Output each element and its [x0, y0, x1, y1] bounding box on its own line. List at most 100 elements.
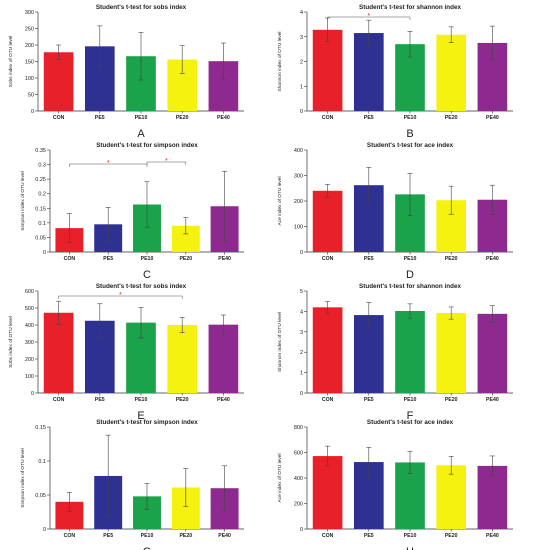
y-tick-label: 0.15 [35, 206, 46, 212]
y-tick-label: 400 [294, 476, 303, 482]
x-tick-label: PE5 [103, 533, 113, 539]
panel-letter: G [143, 546, 152, 550]
y-tick-label: 200 [294, 199, 303, 205]
panel-letter: F [407, 410, 414, 422]
y-axis-label: Sobs index of OTU level [8, 316, 14, 368]
chart-title: Student's t-test for shannon index [359, 4, 461, 11]
y-tick-label: 400 [25, 323, 34, 329]
chart-title: Student's t-test for ace index [367, 419, 454, 426]
x-tick-label: PE40 [486, 533, 499, 539]
y-tick-label: 0 [43, 250, 46, 256]
y-tick-label: 0.05 [35, 235, 46, 241]
x-tick-label: PE20 [176, 397, 189, 403]
x-tick-label: PE20 [179, 533, 192, 539]
panel-letter: C [143, 269, 151, 281]
significance-star: * [119, 292, 122, 299]
y-tick-label: 600 [294, 451, 303, 457]
chart-title: Student's t-test for simpson index [96, 142, 198, 149]
x-tick-label: CON [53, 397, 65, 403]
panel-g: Student's t-test for simpson index Simpso… [20, 419, 244, 550]
bar-pe20 [436, 34, 467, 111]
panel-letter: D [406, 269, 414, 281]
bar-pe40 [477, 313, 508, 393]
x-tick-label: CON [322, 115, 334, 121]
y-tick-label: 0.1 [38, 221, 46, 227]
panel-letter: E [137, 410, 144, 422]
x-tick-label: PE40 [486, 397, 499, 403]
y-tick-label: 0.1 [38, 459, 46, 465]
panel-c: Student's t-test for simpson index Simpso… [20, 142, 244, 281]
y-tick-label: 300 [25, 340, 34, 346]
bar-pe20 [167, 325, 198, 393]
y-tick-label: 0 [31, 109, 34, 115]
y-tick-label: 4 [300, 10, 303, 16]
y-tick-label: 0.25 [35, 177, 46, 183]
y-tick-label: 0.15 [35, 425, 46, 431]
panel-letter: B [406, 128, 413, 140]
panel-a: Student's t-test for sobs index Sobs inde… [8, 4, 244, 140]
x-tick-label: PE10 [135, 115, 148, 121]
bar-con [312, 307, 343, 393]
y-axis-label: Shannon index of OTU level [277, 32, 283, 92]
y-tick-label: 0 [300, 250, 303, 256]
y-tick-label: 150 [25, 60, 34, 66]
x-tick-label: PE5 [95, 397, 105, 403]
panel-f: Student's t-test for shannon index Shanno… [277, 283, 513, 422]
bar-pe10 [395, 310, 425, 393]
y-tick-label: 0.2 [38, 192, 46, 198]
y-tick-label: 50 [28, 93, 34, 99]
x-tick-label: PE5 [364, 115, 374, 121]
panel-h: Student's t-test for ace index Ace index … [277, 419, 513, 550]
x-tick-label: PE10 [404, 256, 417, 262]
y-tick-label: 0 [31, 391, 34, 397]
y-axis-label: Ace index of OTU level [277, 453, 283, 502]
x-tick-label: CON [322, 397, 334, 403]
x-tick-label: PE10 [141, 533, 154, 539]
y-tick-label: 200 [25, 357, 34, 363]
x-tick-label: PE20 [445, 115, 458, 121]
y-tick-label: 300 [25, 10, 34, 16]
bar-con [312, 29, 343, 111]
x-tick-label: PE5 [364, 533, 374, 539]
y-tick-label: 1 [300, 84, 303, 90]
panel-d: Student's t-test for ace index Ace index … [277, 142, 513, 281]
chart-title: Student's t-test for sobs index [96, 4, 187, 11]
bar-con [43, 52, 74, 111]
x-tick-label: PE5 [103, 256, 113, 262]
x-tick-label: CON [64, 533, 76, 539]
bar-pe5 [353, 315, 384, 393]
x-tick-label: PE5 [95, 115, 105, 121]
significance-star: * [367, 13, 370, 20]
y-tick-label: 0.05 [35, 493, 46, 499]
x-tick-label: PE10 [141, 256, 154, 262]
chart-title: Student's t-test for sobs index [96, 283, 187, 290]
y-axis-label: Sobs index of OTU level [8, 36, 14, 88]
x-tick-label: PE20 [179, 256, 192, 262]
y-tick-label: 2 [300, 350, 303, 356]
y-tick-label: 300 [294, 174, 303, 180]
chart-title: Student's t-test for shannon index [359, 283, 461, 290]
y-tick-label: 4 [300, 309, 303, 315]
y-tick-label: 600 [25, 289, 34, 295]
panel-letter: H [406, 546, 414, 550]
x-tick-label: CON [322, 533, 334, 539]
bar-pe40 [208, 324, 239, 393]
x-tick-label: PE40 [217, 115, 230, 121]
x-tick-label: PE5 [364, 256, 374, 262]
x-tick-label: PE10 [404, 115, 417, 121]
chart-title: Student's t-test for ace index [367, 142, 454, 149]
bar-pe20 [436, 313, 467, 393]
y-tick-label: 0.35 [35, 148, 46, 154]
y-tick-label: 0 [300, 391, 303, 397]
y-tick-label: 800 [294, 425, 303, 431]
y-tick-label: 5 [300, 289, 303, 295]
y-tick-label: 3 [300, 330, 303, 336]
y-tick-label: 3 [300, 35, 303, 41]
y-tick-label: 0 [300, 109, 303, 115]
bar-con [312, 190, 343, 252]
panel-e: Student's t-test for sobs index Sobs inde… [8, 283, 244, 422]
x-tick-label: PE10 [404, 397, 417, 403]
y-tick-label: 100 [25, 76, 34, 82]
chart-title: Student's t-test for simpson index [96, 419, 198, 426]
